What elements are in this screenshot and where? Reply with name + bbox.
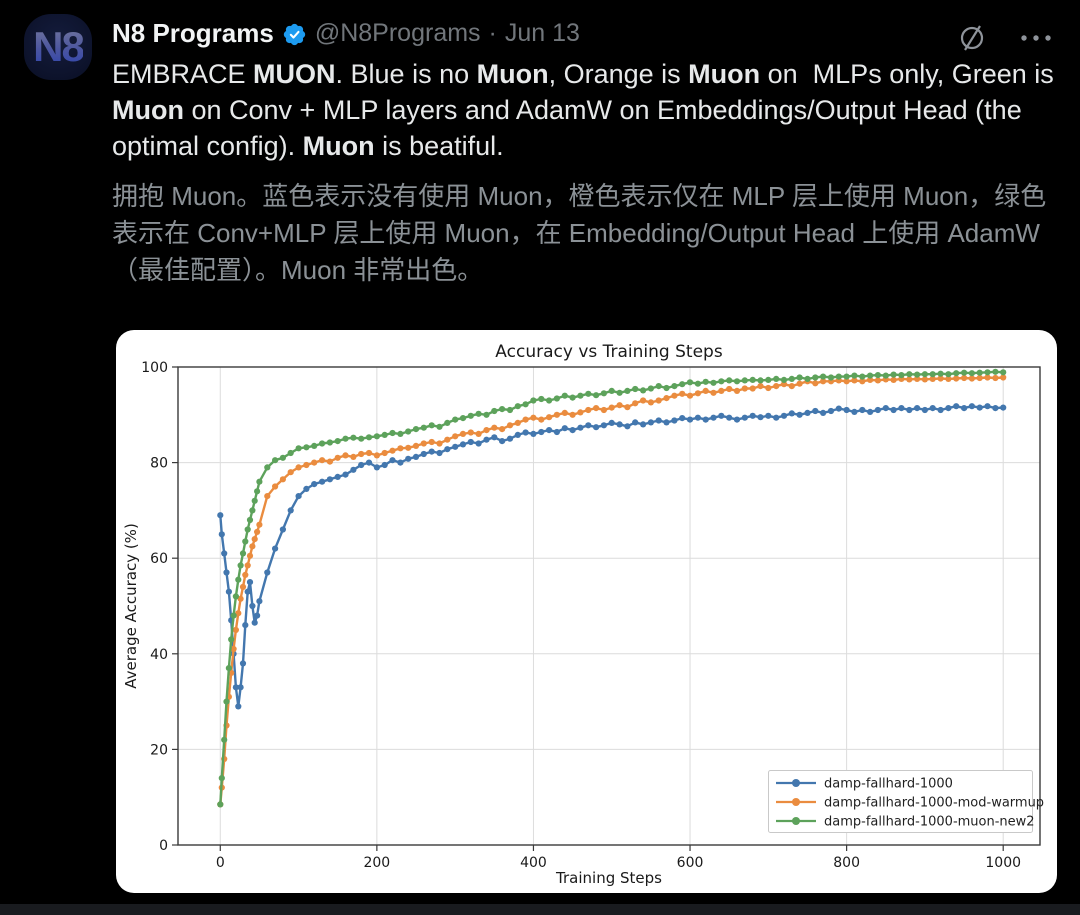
svg-text:0: 0 bbox=[159, 838, 168, 854]
verified-icon bbox=[283, 23, 306, 46]
svg-text:20: 20 bbox=[150, 742, 168, 758]
post-text-segment: MUON bbox=[253, 59, 336, 89]
chart-media[interactable]: 0 200 400 600 800 1000 0 20 40 60 80 100 Accuracy vs… bbox=[116, 330, 1057, 893]
chart-legend: damp-fallhard-1000 damp-fallhard-1000-mod… bbox=[768, 770, 1044, 833]
avatar[interactable]: N8 bbox=[24, 14, 92, 80]
chart-series-damp-fallhard-1000-mod-warmup bbox=[217, 374, 1007, 808]
post-text-segment: , Orange is bbox=[548, 59, 689, 89]
legend-item-damp-fallhard-1000: damp-fallhard-1000 bbox=[776, 777, 953, 792]
post-text-segment: on Conv + MLP layers and AdamW on Embedd… bbox=[112, 95, 1030, 161]
chart-series-damp-fallhard-1000 bbox=[217, 403, 1007, 710]
post-date[interactable]: Jun 13 bbox=[504, 19, 580, 47]
post-text: EMBRACE MUON. Blue is no Muon, Orange is… bbox=[112, 56, 1064, 164]
author-name[interactable]: N8 Programs bbox=[112, 18, 274, 48]
post-text-segment: EMBRACE bbox=[112, 59, 254, 89]
svg-text:40: 40 bbox=[150, 647, 168, 663]
chart-axes: 0 200 400 600 800 1000 0 20 40 60 80 100 bbox=[141, 360, 1041, 871]
post-text-segment: Muon bbox=[688, 59, 761, 89]
post-text-segment: Muon bbox=[302, 131, 375, 161]
svg-text:1000: 1000 bbox=[985, 855, 1021, 871]
next-section-divider bbox=[0, 904, 1080, 915]
accuracy-chart: 0 200 400 600 800 1000 0 20 40 60 80 100 Accuracy vs… bbox=[122, 342, 1044, 887]
chart-ylabel: Average Accuracy (%) bbox=[122, 523, 140, 689]
post-actions bbox=[956, 22, 1054, 54]
author-handle[interactable]: @N8Programs bbox=[314, 19, 481, 47]
post-text-segment: is beatiful. bbox=[374, 131, 504, 161]
svg-text:200: 200 bbox=[363, 855, 390, 871]
svg-text:800: 800 bbox=[833, 855, 860, 871]
chart-series-damp-fallhard-1000-muon-new2 bbox=[217, 368, 1007, 808]
svg-text:400: 400 bbox=[520, 855, 547, 871]
chart-xlabel: Training Steps bbox=[555, 869, 662, 887]
post-text-segment: . Blue is no bbox=[335, 59, 477, 89]
legend-item-damp-fallhard-1000-muon-new2: damp-fallhard-1000-muon-new2 bbox=[776, 815, 1035, 830]
chart-title: Accuracy vs Training Steps bbox=[495, 342, 723, 362]
avatar-initials: N8 bbox=[33, 23, 85, 70]
svg-text:damp-fallhard-1000-mod-warmup: damp-fallhard-1000-mod-warmup bbox=[824, 796, 1044, 811]
svg-text:100: 100 bbox=[141, 360, 168, 376]
legend-item-damp-fallhard-1000-mod-warmup: damp-fallhard-1000-mod-warmup bbox=[776, 796, 1044, 811]
post-text-segment: on MLPs only, Green is bbox=[760, 59, 1062, 89]
svg-text:damp-fallhard-1000: damp-fallhard-1000 bbox=[824, 777, 953, 792]
post-text-segment: Muon bbox=[112, 95, 184, 125]
grok-icon[interactable] bbox=[956, 22, 988, 54]
svg-text:0: 0 bbox=[216, 855, 225, 871]
svg-text:damp-fallhard-1000-muon-new2: damp-fallhard-1000-muon-new2 bbox=[824, 815, 1035, 830]
separator-dot: · bbox=[488, 19, 497, 47]
more-icon[interactable] bbox=[1018, 32, 1054, 44]
post-header: N8 Programs @N8Programs · Jun 13 bbox=[112, 18, 580, 49]
svg-text:80: 80 bbox=[150, 456, 168, 472]
svg-text:600: 600 bbox=[677, 855, 704, 871]
post-text-segment: Muon bbox=[476, 59, 549, 89]
post-translation: 拥抱 Muon。蓝色表示没有使用 Muon，橙色表示仅在 MLP 层上使用 Mu… bbox=[112, 181, 1047, 285]
svg-text:60: 60 bbox=[150, 551, 168, 567]
